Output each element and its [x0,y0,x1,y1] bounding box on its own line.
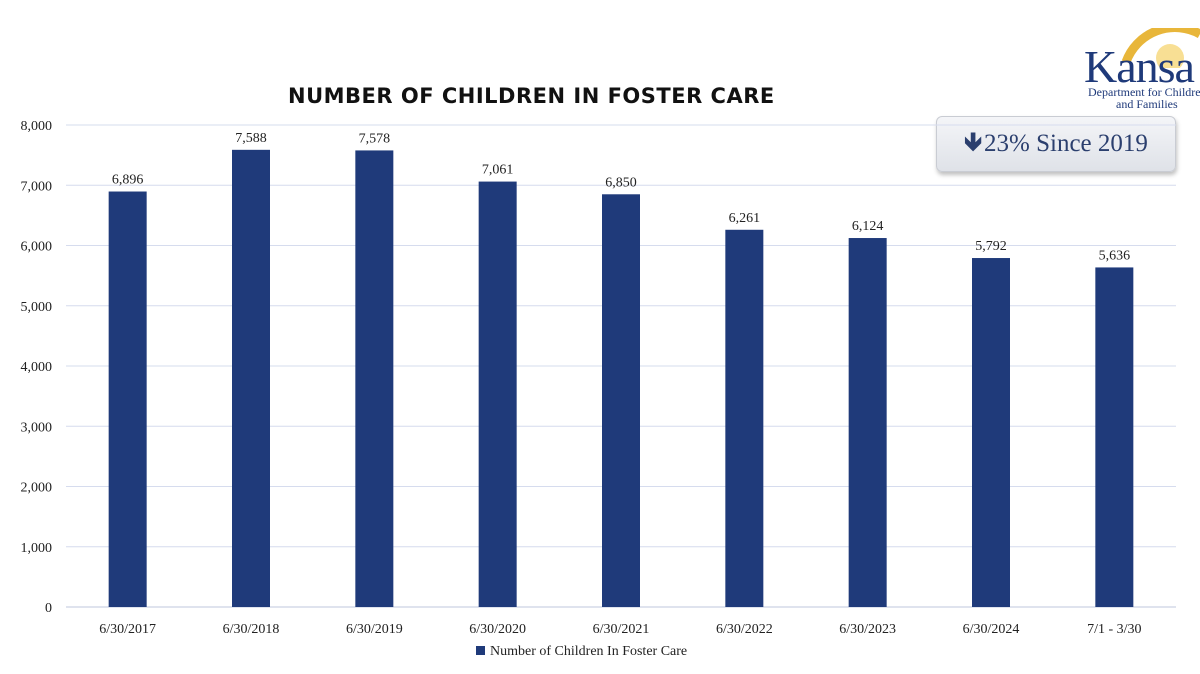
bar [725,229,764,607]
x-tick-label: 6/30/2023 [839,622,896,637]
y-tick-label: 6,000 [21,240,53,255]
legend-label: Number of Children In Foster Care [490,644,687,659]
logo-wordmark: Kansa [1084,41,1195,92]
logo-subtitle: Department for Childre and Families [1088,86,1200,110]
y-tick-label: 4,000 [21,360,53,375]
data-label: 6,261 [729,211,761,226]
sunflower-arc-icon [1121,28,1200,68]
legend-swatch [476,646,485,655]
logo-subtitle-line1: Department for Childre [1088,85,1200,99]
callout-text: 23% Since 2019 [984,130,1148,157]
x-tick-label: 6/30/2021 [593,622,650,637]
y-tick-label: 3,000 [21,420,53,435]
x-tick-label: 6/30/2024 [963,622,1020,637]
x-tick-label: 6/30/2019 [346,622,403,637]
bar [232,149,270,607]
bar [602,194,640,607]
data-label: 7,588 [235,131,267,146]
x-tick-label: 6/30/2022 [716,622,773,637]
y-tick-label: 0 [45,601,52,616]
x-tick-label: 7/1 - 3/30 [1087,622,1141,637]
bar [1095,267,1134,607]
bar [478,181,517,607]
y-tick-label: 2,000 [21,481,53,496]
bar [108,191,147,608]
data-label: 5,636 [1099,248,1131,263]
data-label: 7,578 [359,131,391,146]
x-tick-label: 6/30/2017 [99,622,156,637]
x-tick-label: 6/30/2018 [223,622,280,637]
data-label: 7,061 [482,163,514,178]
bar [355,150,394,607]
y-tick-label: 7,000 [21,179,53,194]
data-label: 6,124 [852,219,884,234]
kansas-dcf-logo: Kansa Department for Childre and Familie… [1078,28,1200,118]
logo-subtitle-line2: and Families [1116,97,1178,111]
data-label: 6,896 [112,173,144,188]
y-tick-label: 8,000 [21,119,53,134]
y-tick-label: 5,000 [21,300,53,315]
chart-title: NUMBER OF CHILDREN IN FOSTER CARE [288,84,775,108]
down-arrow-icon: 🡻 [964,128,983,156]
bar [972,258,1010,607]
x-tick-label: 6/30/2020 [469,622,526,637]
data-label: 6,850 [605,175,637,190]
data-label: 5,792 [975,239,1007,254]
y-tick-label: 1,000 [21,541,53,556]
bar [848,238,887,608]
